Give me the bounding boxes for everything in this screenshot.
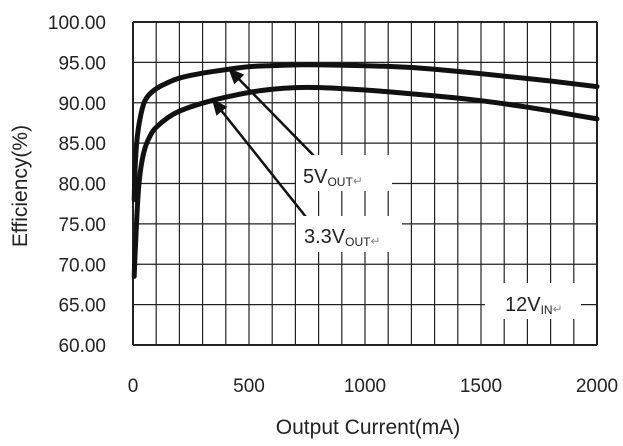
x-tick-labels: 0 500 1000 1500 2000 [128,376,618,397]
y-tick-label: 75.00 [58,215,106,236]
x-tick-label: 1000 [344,376,386,397]
annotation-5vout: 5VOUT↵ [303,166,363,189]
annotation-arrows [210,67,319,223]
annotation-12vin: 12VIN↵ [505,294,563,317]
y-tick-label: 90.00 [58,94,106,115]
x-tick-label: 500 [233,376,265,397]
y-tick-label: 70.00 [58,255,106,276]
annotation-arrow-head [228,68,245,85]
y-tick-label: 65.00 [58,296,106,317]
y-tick-label: 60.00 [58,336,106,357]
annotation-arrow-line [227,67,319,161]
y-tick-label: 80.00 [58,175,106,196]
y-tick-label: 100.00 [48,13,106,34]
annotation-12v-bg [485,283,581,319]
annotation-33vout: 3.3VOUT↵ [304,226,381,249]
annotation-5v-bg [296,155,392,191]
annotation-arrow-head [211,98,228,116]
y-tick-labels: 60.00 65.00 70.00 75.00 80.00 85.00 90.00 95.00… [48,13,106,357]
y-tick-label: 85.00 [58,134,106,155]
annotation-arrow-line [210,97,311,223]
x-axis-title: Output Current(mA) [276,416,460,439]
y-tick-label: 95.00 [58,53,106,74]
x-tick-label: 1500 [460,376,502,397]
annotation-33v-bg [296,216,402,252]
x-tick-label: 0 [128,376,139,397]
series-line-5vout [131,62,600,203]
y-axis-title: Efficiency(%) [9,125,32,247]
x-tick-label: 2000 [576,376,618,397]
